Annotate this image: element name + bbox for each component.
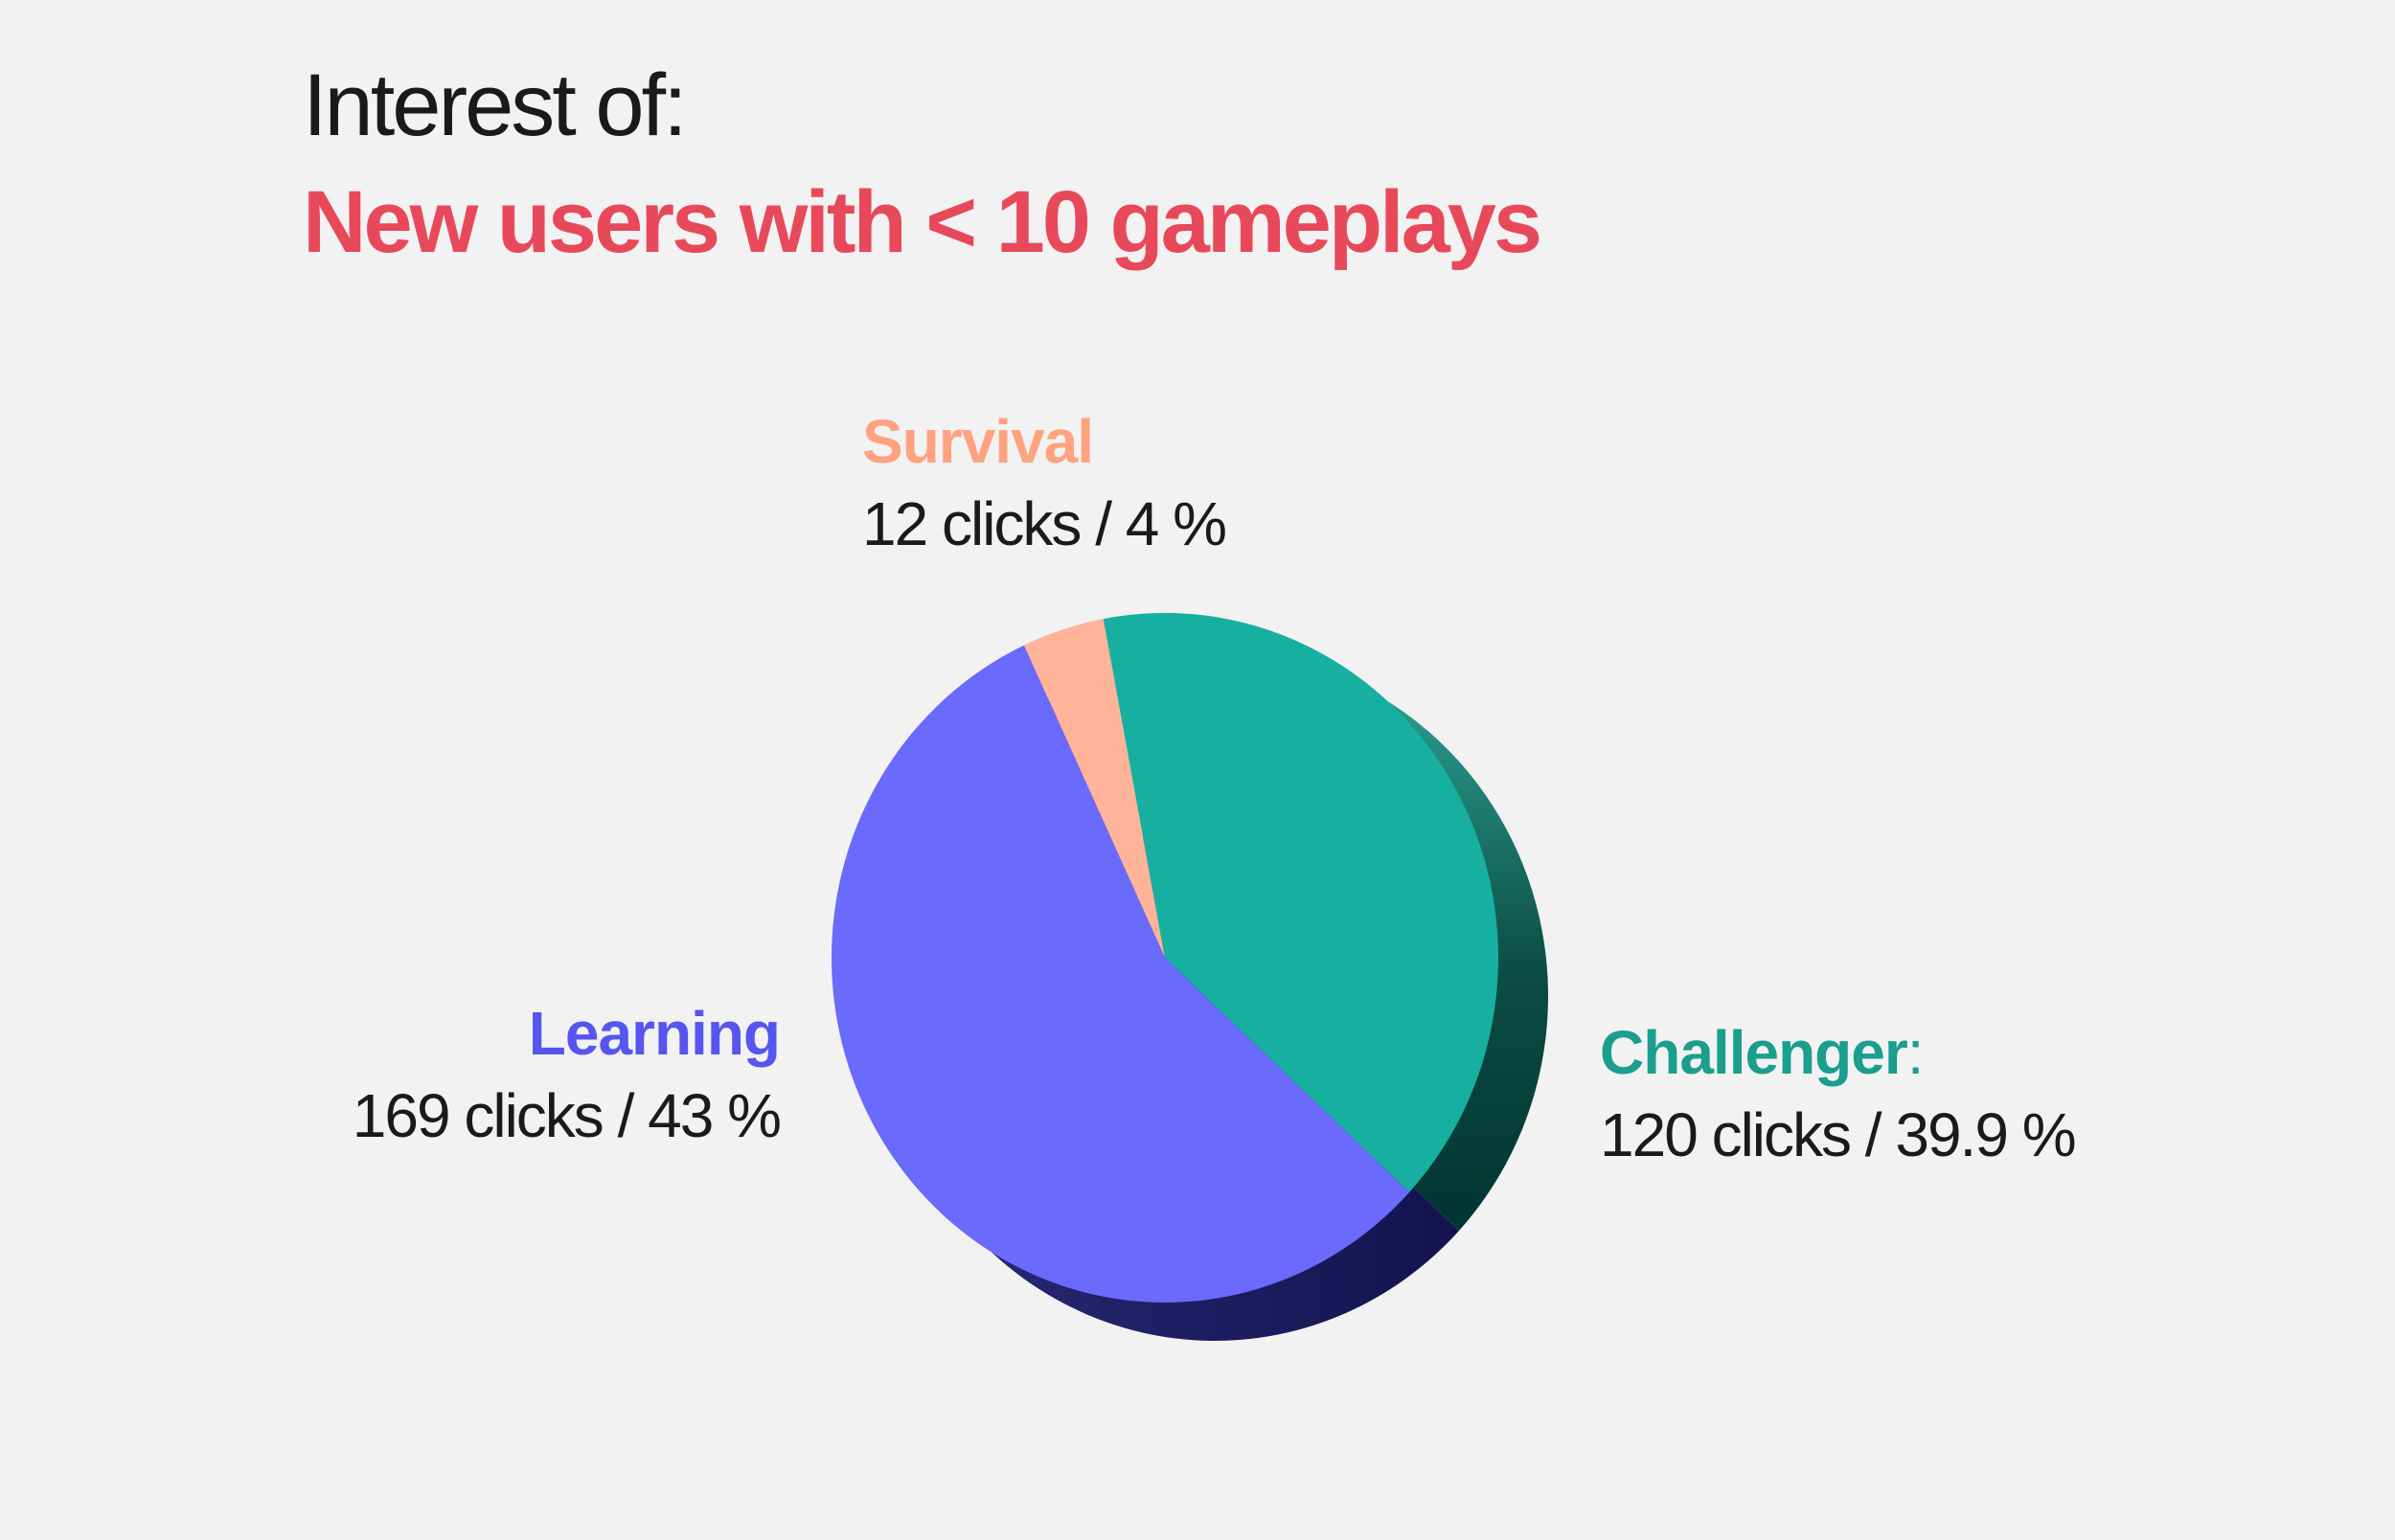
challenger-name-wrap: Challenger: bbox=[1600, 1011, 2075, 1094]
label-learning: Learning 169 clicks / 43 % bbox=[352, 992, 782, 1157]
label-challenger: Challenger: 120 clicks / 39.9 % bbox=[1600, 1011, 2077, 1176]
survival-value: 12 clicks / 4 % bbox=[862, 489, 1227, 558]
pie-slices-group bbox=[832, 612, 1499, 1302]
learning-value: 169 clicks / 43 % bbox=[352, 1081, 782, 1150]
learning-name: Learning bbox=[528, 999, 781, 1068]
challenger-value: 120 clicks / 39.9 % bbox=[1600, 1100, 2077, 1169]
chart-title-line2: New users with < 10 gameplays bbox=[303, 173, 1542, 271]
pie-slice-survival bbox=[1023, 619, 1165, 958]
pie-slice-challenger bbox=[1103, 612, 1499, 1192]
challenger-name: Challenger bbox=[1600, 1018, 1908, 1087]
challenger-name-suffix: : bbox=[1906, 1018, 1925, 1087]
label-survival: Survival 12 clicks / 4 % bbox=[862, 400, 1227, 565]
pie-slice-learning bbox=[832, 645, 1410, 1302]
survival-name: Survival bbox=[862, 407, 1094, 476]
chart-title-line1: Interest of: bbox=[303, 57, 688, 154]
